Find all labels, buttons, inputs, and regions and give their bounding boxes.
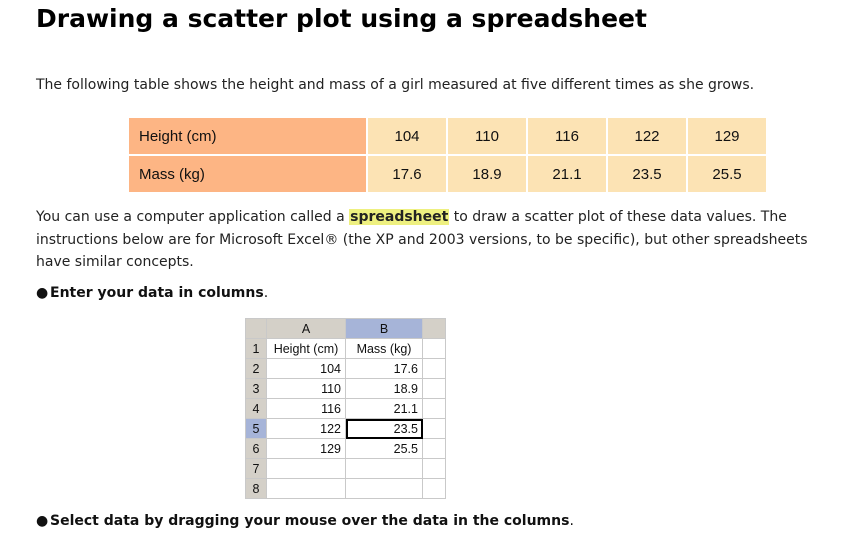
sheet-cell[interactable] <box>345 458 423 479</box>
row-number[interactable]: 4 <box>245 398 267 419</box>
sheet-cell[interactable]: 21.1 <box>345 398 423 419</box>
sheet-cell[interactable] <box>422 398 446 419</box>
row-number[interactable]: 6 <box>245 438 267 459</box>
table-cell: 116 <box>528 118 606 154</box>
sheet-cell[interactable]: 25.5 <box>345 438 423 459</box>
sheet-cell[interactable]: 116 <box>266 398 346 419</box>
spreadsheet-screenshot: A B 1 Height (cm) Mass (kg) 2 104 17.6 3… <box>245 318 446 499</box>
sheet-cell[interactable]: 17.6 <box>345 358 423 379</box>
sheet-cell[interactable] <box>266 458 346 479</box>
paragraph-text-before: You can use a computer application calle… <box>36 209 350 225</box>
spreadsheet-paragraph: You can use a computer application calle… <box>36 206 826 274</box>
bullet-select-data: ● Select data by dragging your mouse over… <box>36 513 574 529</box>
bullet-enter-data: ● Enter your data in columns. <box>36 285 268 301</box>
bullet-dot-icon: ● <box>36 285 49 301</box>
sheet-cell[interactable] <box>422 438 446 459</box>
sheet-cell[interactable] <box>422 378 446 399</box>
column-header-a[interactable]: A <box>266 318 346 339</box>
row-number[interactable]: 1 <box>245 338 267 359</box>
column-header-b[interactable]: B <box>345 318 423 339</box>
bullet-text: Enter your data in columns <box>50 285 264 301</box>
table-cell: 18.9 <box>448 156 526 192</box>
row-number[interactable]: 2 <box>245 358 267 379</box>
sheet-cell[interactable] <box>422 338 446 359</box>
bullet-dot-icon: ● <box>36 513 49 529</box>
sheet-cell[interactable] <box>345 478 423 499</box>
row-number-selected[interactable]: 5 <box>245 418 267 439</box>
sheet-cell[interactable] <box>422 478 446 499</box>
page-title: Drawing a scatter plot using a spreadshe… <box>36 4 647 33</box>
table-cell: 25.5 <box>688 156 766 192</box>
table-cell: 110 <box>448 118 526 154</box>
bullet-tail: . <box>569 513 574 529</box>
spreadsheet-keyword[interactable]: spreadsheet <box>349 209 450 225</box>
column-header-c[interactable] <box>422 318 446 339</box>
table-cell: 21.1 <box>528 156 606 192</box>
table-cell: 122 <box>608 118 686 154</box>
sheet-cell[interactable]: Mass (kg) <box>345 338 423 359</box>
table-cell: 104 <box>368 118 446 154</box>
height-mass-table: Height (cm) 104 110 116 122 129 Mass (kg… <box>127 116 768 194</box>
row-header-height: Height (cm) <box>129 118 366 154</box>
table-cell: 17.6 <box>368 156 446 192</box>
row-header-mass: Mass (kg) <box>129 156 366 192</box>
bullet-tail: . <box>263 285 269 301</box>
sheet-cell[interactable]: 129 <box>266 438 346 459</box>
row-number[interactable]: 8 <box>245 478 267 499</box>
sheet-cell[interactable] <box>422 418 446 439</box>
active-cell[interactable]: 23.5 <box>345 418 423 439</box>
bullet-text: Select data by dragging your mouse over … <box>50 513 570 529</box>
table-row: Height (cm) 104 110 116 122 129 <box>129 118 766 154</box>
sheet-cell[interactable] <box>422 358 446 379</box>
row-number[interactable]: 3 <box>245 378 267 399</box>
table-cell: 129 <box>688 118 766 154</box>
table-cell: 23.5 <box>608 156 686 192</box>
sheet-cell[interactable]: Height (cm) <box>266 338 346 359</box>
sheet-cell[interactable]: 18.9 <box>345 378 423 399</box>
sheet-cell[interactable]: 110 <box>266 378 346 399</box>
sheet-cell[interactable] <box>422 458 446 479</box>
sheet-cell[interactable]: 104 <box>266 358 346 379</box>
intro-text: The following table shows the height and… <box>36 77 755 93</box>
sheet-cell[interactable] <box>266 478 346 499</box>
sheet-corner <box>245 318 267 339</box>
table-row: Mass (kg) 17.6 18.9 21.1 23.5 25.5 <box>129 156 766 192</box>
sheet-cell[interactable]: 122 <box>266 418 346 439</box>
paragraph-text-after: to draw a scatter plot of these data val… <box>36 209 808 270</box>
row-number[interactable]: 7 <box>245 458 267 479</box>
